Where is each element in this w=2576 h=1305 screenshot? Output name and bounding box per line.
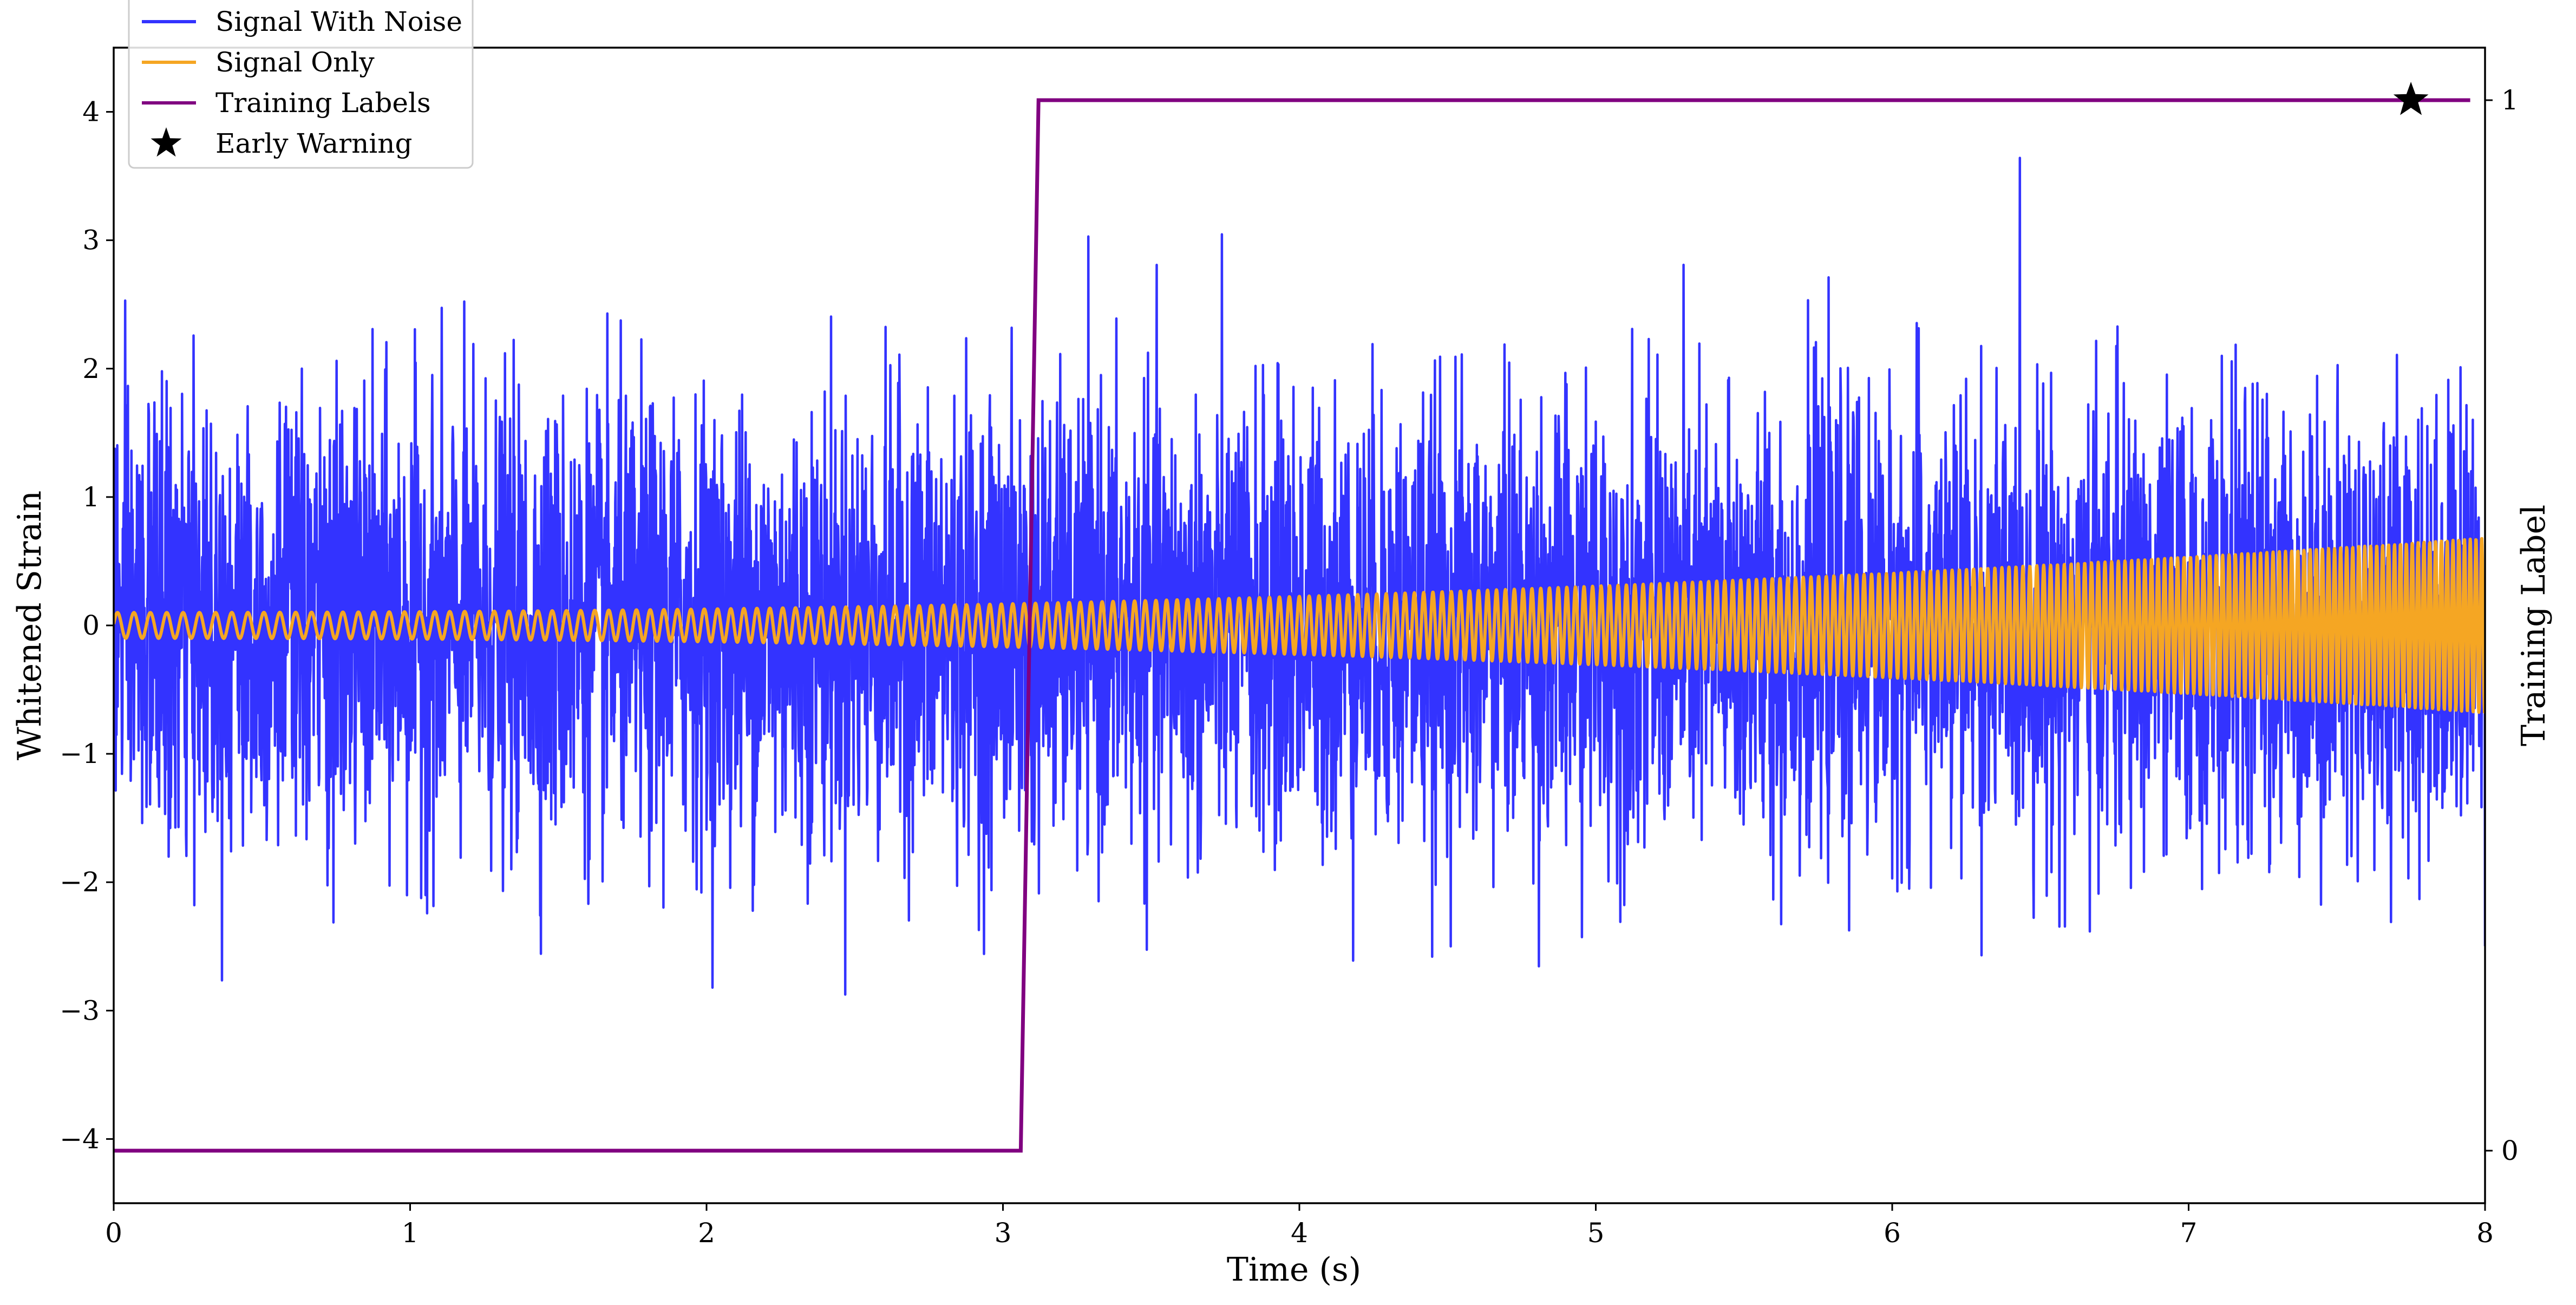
legend-marker-early-warning — [151, 127, 182, 157]
x-tick-label: 0 — [105, 1217, 122, 1249]
x-tick-label: 3 — [995, 1217, 1012, 1249]
y-axis-label: Whitened Strain — [11, 491, 49, 760]
y2-axis-label: Training Label — [2515, 505, 2553, 746]
legend-label: Signal Only — [215, 47, 375, 78]
x-tick-label: 4 — [1291, 1217, 1308, 1249]
y-tick-label: −1 — [60, 738, 100, 769]
y-tick-label: −4 — [60, 1123, 100, 1154]
y-tick-label: −2 — [60, 866, 100, 898]
y-tick-label: 2 — [82, 353, 100, 384]
x-axis: 0 1 2 3 4 5 6 7 8 — [105, 1203, 2494, 1249]
x-tick-label: 1 — [402, 1217, 419, 1249]
y-tick-label: 3 — [82, 225, 100, 256]
y2-tick-label: 0 — [2501, 1135, 2519, 1166]
y-axis-left: −4 −3 −2 −1 0 1 2 3 4 — [60, 96, 114, 1154]
y-tick-label: 1 — [82, 481, 100, 513]
x-axis-label: Time (s) — [1227, 1251, 1361, 1289]
x-tick-label: 7 — [2180, 1217, 2198, 1249]
y-tick-label: 0 — [82, 610, 100, 641]
legend-label: Early Warning — [215, 128, 413, 159]
plot-area — [114, 82, 2485, 1153]
legend-label: Training Labels — [215, 87, 431, 119]
early-warning-marker — [2393, 82, 2429, 115]
series-line-signal-with-noise — [114, 156, 2485, 996]
legend: Signal With Noise Signal Only Training Lab… — [128, 0, 474, 169]
y-axis-right: 01 — [2485, 84, 2519, 1166]
x-tick-label: 6 — [1884, 1217, 1901, 1249]
y-tick-label: 4 — [82, 96, 100, 128]
y-tick-label: −3 — [60, 995, 100, 1026]
series-line-signal-only — [114, 537, 2485, 714]
legend-label: Signal With Noise — [215, 6, 462, 37]
x-tick-label: 5 — [1587, 1217, 1605, 1249]
x-tick-label: 2 — [698, 1217, 715, 1249]
series-line-training-labels — [114, 98, 2470, 1153]
legend-box — [128, 0, 474, 169]
x-tick-label: 8 — [2476, 1217, 2494, 1249]
y2-tick-label: 1 — [2501, 84, 2519, 116]
